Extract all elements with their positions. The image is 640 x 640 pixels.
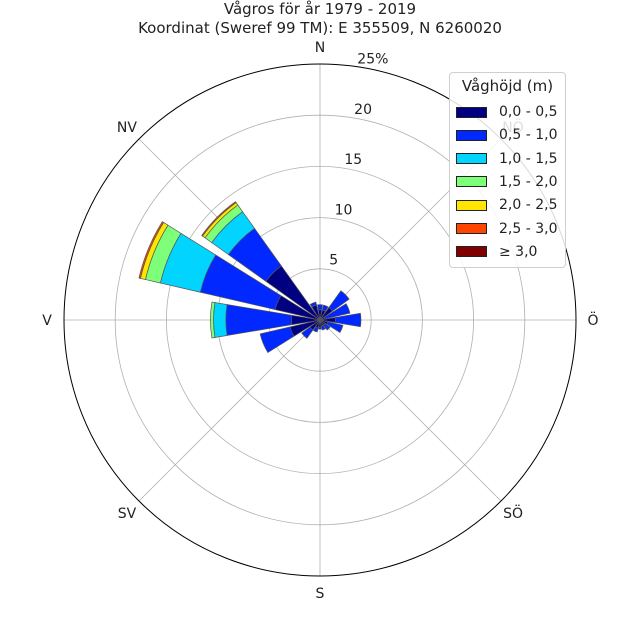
legend-swatch (456, 106, 487, 118)
rose-bar-segment (213, 302, 228, 338)
rose-bars (138, 201, 362, 353)
direction-label: SV (118, 506, 137, 522)
legend-title: Våghöjd (m) (461, 77, 554, 95)
rose-bar-segment (334, 312, 362, 328)
radial-tick-label: 25% (357, 52, 388, 68)
direction-label: S (316, 586, 325, 602)
chart-title: Vågros för år 1979 - 2019 (223, 0, 417, 18)
legend-entry: 2,0 - 2,5 (456, 196, 557, 214)
legend-label: 2,0 - 2,5 (499, 197, 558, 214)
legend-entry: 1,5 - 2,0 (456, 173, 557, 191)
radial-tick-label: 10 (335, 202, 353, 218)
legend-swatch (456, 176, 487, 188)
legend-label: 1,0 - 1,5 (499, 150, 558, 167)
legend-swatch (456, 129, 487, 141)
outer-circle (63, 63, 577, 577)
legend-label: 0,5 - 1,0 (499, 127, 558, 144)
rose-bar-segment (323, 323, 331, 331)
grid-spoke (138, 319, 321, 502)
rose-bar-segment (320, 324, 326, 331)
legend-entry: 2,5 - 3,0 (456, 220, 557, 238)
legend-label: ≥ 3,0 (499, 243, 538, 260)
polar-frame (63, 63, 577, 577)
radial-tick-label: 15 (344, 152, 362, 168)
rose-bar-segment (259, 326, 295, 353)
direction-label: SÖ (503, 504, 523, 522)
direction-label: N (315, 40, 325, 56)
rose-bar-segment (317, 304, 323, 311)
legend-label: 1,5 - 2,0 (499, 173, 558, 190)
legend-entry: 0,0 - 0,5 (456, 103, 557, 121)
legend-swatch (456, 223, 487, 234)
rose-bar-segment (323, 303, 351, 320)
polar-grid (64, 64, 576, 576)
chart-title-block: Vågros för år 1979 - 2019 Koordinat (Swe… (0, 0, 640, 38)
legend-swatch (456, 199, 487, 211)
chart-subtitle: Koordinat (Sweref 99 TM): E 355509, N 62… (138, 19, 502, 37)
rose-bar-segment (328, 290, 350, 312)
legend-swatch (456, 246, 487, 258)
rose-bar-segment (201, 201, 237, 237)
rose-bar-segment (313, 326, 319, 333)
rose-bar-segment (321, 304, 329, 312)
rose-bar-segment (301, 326, 314, 339)
legend-entry: 0,5 - 1,0 (456, 126, 557, 144)
legend: Våghöjd (m) 0,0 - 0,5 0,5 - 1,0 1,0 - 1,5 1… (449, 72, 566, 268)
rose-bar-segment (318, 326, 322, 330)
grid-spoke (319, 319, 502, 502)
radial-tick-label: 20 (354, 102, 372, 118)
legend-label: 0,0 - 0,5 (499, 104, 558, 120)
direction-label: Ö (587, 311, 598, 329)
radial-tick-labels: 5 10 15 20 25% (329, 52, 388, 269)
direction-label: NV (117, 120, 137, 136)
legend-label: 2,5 - 3,0 (499, 220, 558, 237)
radial-tick-label: 5 (329, 253, 338, 269)
legend-entry: ≥ 3,0 (456, 243, 537, 261)
direction-label: V (42, 313, 52, 329)
rose-bar-segment (138, 221, 165, 279)
legend-swatch (456, 153, 487, 165)
rose-bar-segment (210, 301, 216, 339)
rose-bar-segment (309, 301, 317, 308)
rose-bar-segment (326, 321, 344, 333)
legend-entry: 1,0 - 1,5 (456, 150, 557, 168)
